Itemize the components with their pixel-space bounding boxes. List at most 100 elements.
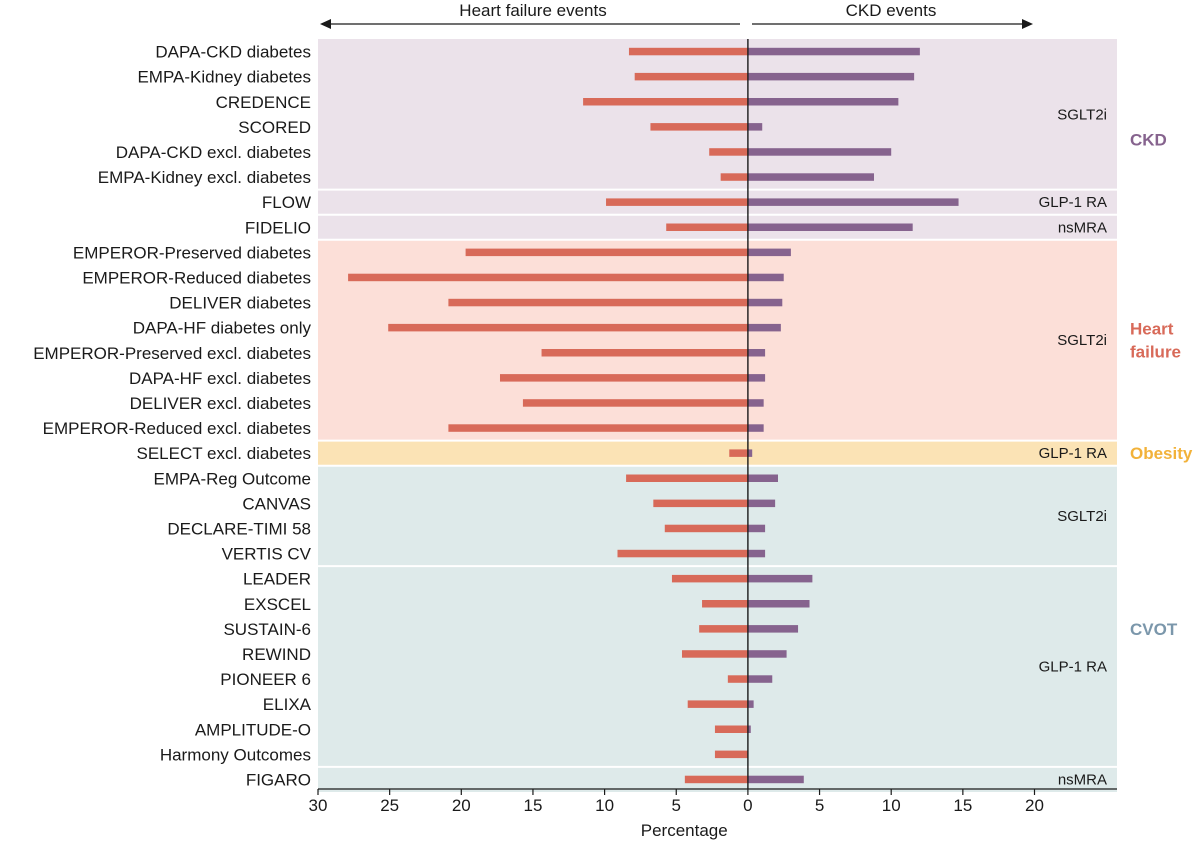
class-separators (318, 188, 1117, 768)
group-band-2 (318, 440, 1117, 466)
hf-bar (628, 47, 748, 56)
hf-bar (699, 625, 748, 633)
trial-label: EMPEROR-Preserved diabetes (73, 243, 311, 262)
group-label-line: Heart (1130, 320, 1174, 339)
header-right-label: CKD events (846, 1, 937, 20)
trial-label: EMPA-Kidney excl. diabetes (98, 168, 311, 187)
group-band-0 (318, 39, 1117, 240)
ckd-bar (747, 650, 787, 658)
ckd-bar (747, 323, 781, 332)
hf-bar (617, 549, 748, 558)
ckd-bar (747, 449, 753, 457)
ckd-bar (747, 148, 892, 156)
x-tick-label: 20 (452, 796, 471, 815)
ckd-bar (747, 173, 875, 181)
ckd-bar (747, 198, 959, 206)
hf-bar (634, 72, 748, 81)
trial-label: EMPEROR-Reduced excl. diabetes (43, 419, 311, 438)
trial-label: CREDENCE (216, 93, 311, 112)
trial-label: DELIVER diabetes (169, 294, 311, 313)
ckd-bar (747, 700, 754, 708)
ckd-bar (747, 574, 813, 583)
drug-class-label: SGLT2i (1057, 508, 1107, 525)
bars (348, 47, 959, 784)
ckd-bar (747, 474, 778, 482)
trial-label: REWIND (242, 645, 311, 664)
group-label-line: failure (1130, 343, 1181, 362)
x-tick-label: 25 (380, 796, 399, 815)
group-label-line: Obesity (1130, 444, 1193, 463)
hf-bar (541, 349, 748, 357)
hf-bar (448, 298, 748, 307)
ckd-bar (747, 248, 791, 257)
hf-bar (681, 650, 748, 658)
ckd-bar (747, 47, 920, 56)
trial-label: FIGARO (246, 770, 311, 789)
ckd-bar (747, 399, 764, 407)
group-label-line: CVOT (1130, 620, 1178, 639)
header-left-label: Heart failure events (459, 1, 606, 20)
ckd-bar (747, 72, 915, 81)
ckd-bar (747, 424, 764, 432)
hf-bar (650, 123, 748, 131)
hf-bar (388, 323, 748, 332)
ckd-bar (747, 625, 799, 633)
trial-label: DAPA-CKD diabetes (155, 43, 311, 62)
hf-bar (671, 574, 748, 583)
trial-label: Harmony Outcomes (160, 745, 311, 764)
group-label-0: CKD (1130, 130, 1167, 149)
x-axis-title: Percentage (641, 821, 728, 840)
ckd-bar (747, 725, 751, 733)
hf-bar (702, 600, 748, 608)
trial-label: DAPA-CKD excl. diabetes (116, 143, 311, 162)
trial-label: SUSTAIN-6 (223, 620, 311, 639)
trial-label: VERTIS CV (222, 545, 312, 564)
hf-bar (714, 725, 748, 733)
ckd-bar (747, 775, 804, 784)
trial-label: EMPEROR-Reduced diabetes (82, 268, 311, 287)
x-tick-label: 5 (672, 796, 681, 815)
hf-bar (626, 474, 748, 482)
x-tick-label: 10 (882, 796, 901, 815)
trial-label: SELECT excl. diabetes (137, 444, 312, 463)
x-tick-label: 10 (595, 796, 614, 815)
trial-label: EMPA-Reg Outcome (154, 469, 311, 488)
ckd-bar (747, 549, 766, 558)
hf-bar (687, 700, 748, 708)
hf-bar (583, 98, 748, 106)
group-bands (318, 39, 1117, 792)
group-label-1: Heart failure (1130, 320, 1181, 362)
ckd-bar (747, 499, 776, 508)
hf-bar (720, 173, 748, 181)
trial-label: EMPEROR-Preserved excl. diabetes (33, 344, 311, 363)
chart-header: Heart failure events CKD events (320, 1, 1033, 29)
ckd-bar (747, 273, 784, 282)
trial-label: DECLARE-TIMI 58 (167, 519, 311, 538)
group-label-2: Obesity (1130, 444, 1193, 463)
drug-class-label: nsMRA (1058, 771, 1107, 788)
header-right-arrowhead-icon (1022, 19, 1033, 29)
header-left-arrowhead-icon (320, 19, 331, 29)
x-tick-label: 15 (953, 796, 972, 815)
hf-bar (709, 148, 748, 156)
drug-class-label: SGLT2i (1057, 106, 1107, 123)
hf-bar (448, 424, 748, 432)
x-tick-label: 5 (815, 796, 824, 815)
hf-bar (348, 273, 748, 282)
hf-bar (714, 750, 748, 759)
ckd-bar (747, 374, 766, 382)
hf-bar (664, 524, 748, 533)
trial-label: DELIVER excl. diabetes (130, 394, 311, 413)
hf-bar (465, 248, 748, 257)
drug-class-label: nsMRA (1058, 219, 1107, 236)
drug-class-label: GLP-1 RA (1039, 659, 1107, 676)
x-tick-label: 30 (309, 796, 328, 815)
trial-label: CANVAS (242, 494, 311, 513)
ckd-bar (747, 223, 913, 231)
ckd-bar (747, 98, 899, 106)
group-band-1 (318, 239, 1117, 441)
group-label-3: CVOT (1130, 620, 1178, 639)
drug-class-label: GLP-1 RA (1039, 194, 1107, 211)
trial-label: FLOW (262, 193, 311, 212)
